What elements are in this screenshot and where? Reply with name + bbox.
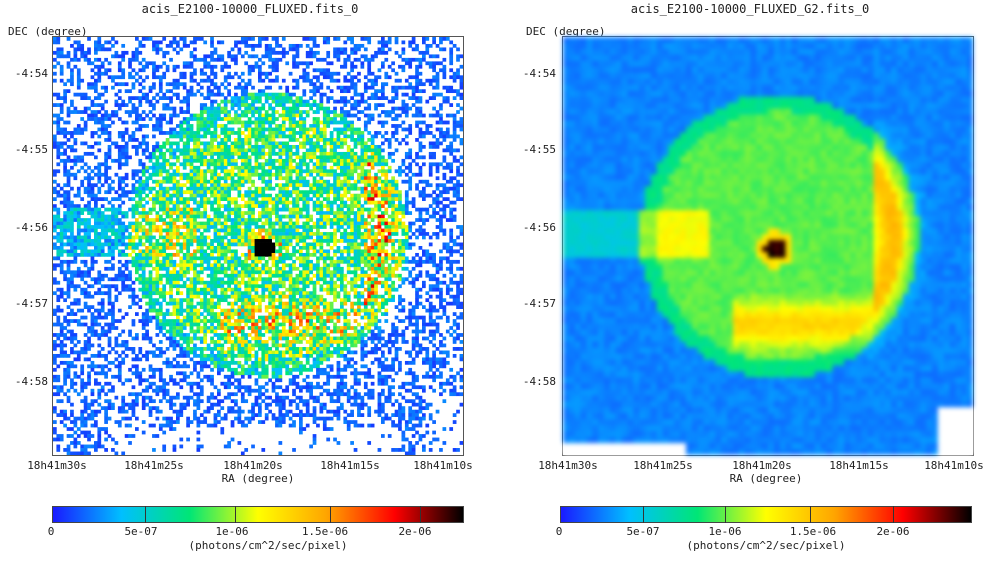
panel-title: acis_E2100-10000_FLUXED.fits_0 [141, 2, 359, 16]
colorbar-tick: 1e-06 [708, 525, 742, 538]
x-tick: 18h41m25s [633, 459, 693, 472]
colorbar-tick: 2e-06 [876, 525, 910, 538]
y-axis-label: DEC (degree) [526, 25, 606, 38]
y-axis-label: DEC (degree) [8, 25, 88, 38]
y-tick: -4:58 [522, 375, 556, 388]
image-plot-raw[interactable] [52, 36, 464, 456]
x-tick: 18h41m15s [829, 459, 889, 472]
y-tick: -4:55 [14, 143, 48, 156]
x-axis-label: RA (degree) [221, 472, 295, 485]
x-tick: 18h41m10s [924, 459, 984, 472]
image-plot-smoothed[interactable] [562, 36, 974, 456]
colorbar-tick: 1.5e-06 [301, 525, 349, 538]
colorbar-unit: (photons/cm^2/sec/pixel) [686, 539, 846, 552]
x-tick: 18h41m15s [320, 459, 380, 472]
smoothed-flux-image [563, 37, 973, 455]
y-tick: -4:56 [522, 221, 556, 234]
colorbar-tick: 1.5e-06 [789, 525, 837, 538]
y-tick: -4:57 [522, 297, 556, 310]
y-tick: -4:55 [522, 143, 556, 156]
colorbar-tick: 0 [47, 525, 55, 538]
colorbar-tick: 0 [555, 525, 563, 538]
colorbar [560, 506, 972, 523]
left-panel: acis_E2100-10000_FLUXED.fits_0 DEC (degr… [8, 2, 473, 552]
x-tick: 18h41m30s [27, 459, 87, 472]
x-tick: 18h41m30s [538, 459, 598, 472]
y-tick: -4:54 [14, 67, 48, 80]
colorbar-unit: (photons/cm^2/sec/pixel) [188, 539, 348, 552]
y-tick: -4:57 [14, 297, 48, 310]
x-tick: 18h41m20s [732, 459, 792, 472]
y-tick: -4:58 [14, 375, 48, 388]
x-axis-label: RA (degree) [729, 472, 803, 485]
x-tick: 18h41m20s [223, 459, 283, 472]
raw-flux-image [53, 37, 463, 455]
panel-title: acis_E2100-10000_FLUXED_G2.fits_0 [630, 2, 870, 16]
colorbar-tick: 2e-06 [398, 525, 432, 538]
x-tick: 18h41m10s [413, 459, 473, 472]
colorbar-tick: 5e-07 [124, 525, 158, 538]
colorbar-tick: 5e-07 [626, 525, 660, 538]
x-tick: 18h41m25s [124, 459, 184, 472]
y-tick: -4:54 [522, 67, 556, 80]
y-tick: -4:56 [14, 221, 48, 234]
right-panel: acis_E2100-10000_FLUXED_G2.fits_0 DEC (d… [500, 0, 1000, 576]
colorbar-tick: 1e-06 [215, 525, 249, 538]
colorbar [52, 506, 464, 523]
